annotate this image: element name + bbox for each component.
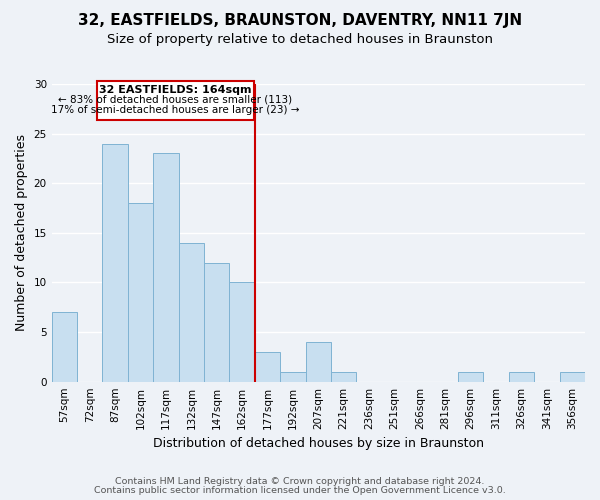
Text: Contains HM Land Registry data © Crown copyright and database right 2024.: Contains HM Land Registry data © Crown c…: [115, 477, 485, 486]
Bar: [331, 372, 356, 382]
Text: Size of property relative to detached houses in Braunston: Size of property relative to detached ho…: [107, 32, 493, 46]
Bar: [52, 312, 77, 382]
Text: 17% of semi-detached houses are larger (23) →: 17% of semi-detached houses are larger (…: [51, 105, 300, 115]
Bar: [179, 243, 204, 382]
Bar: [153, 154, 179, 382]
Bar: [255, 352, 280, 382]
Bar: [560, 372, 585, 382]
Bar: [458, 372, 484, 382]
Bar: [280, 372, 305, 382]
Bar: [509, 372, 534, 382]
Text: Contains public sector information licensed under the Open Government Licence v3: Contains public sector information licen…: [94, 486, 506, 495]
Y-axis label: Number of detached properties: Number of detached properties: [15, 134, 28, 332]
X-axis label: Distribution of detached houses by size in Braunston: Distribution of detached houses by size …: [153, 437, 484, 450]
Text: 32, EASTFIELDS, BRAUNSTON, DAVENTRY, NN11 7JN: 32, EASTFIELDS, BRAUNSTON, DAVENTRY, NN1…: [78, 12, 522, 28]
Bar: [128, 203, 153, 382]
Text: 32 EASTFIELDS: 164sqm: 32 EASTFIELDS: 164sqm: [99, 85, 252, 95]
Text: ← 83% of detached houses are smaller (113): ← 83% of detached houses are smaller (11…: [58, 95, 293, 105]
Bar: [103, 144, 128, 382]
Bar: [204, 262, 229, 382]
Bar: [305, 342, 331, 382]
Bar: [229, 282, 255, 382]
FancyBboxPatch shape: [97, 81, 254, 120]
